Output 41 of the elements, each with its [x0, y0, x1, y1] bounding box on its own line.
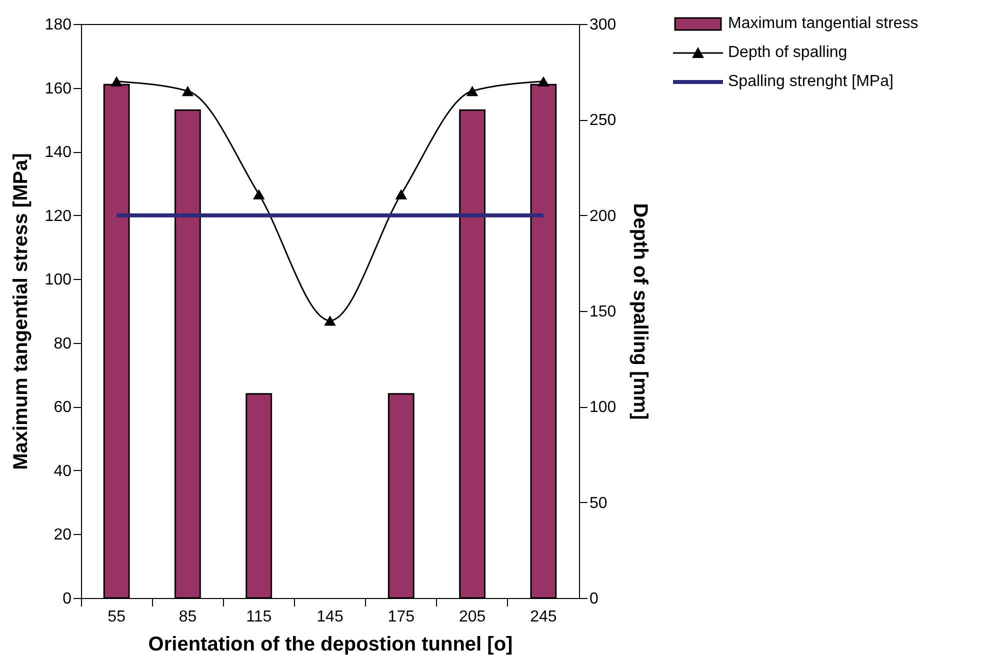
point	[252, 189, 265, 200]
legend-label: Depth of spalling	[728, 44, 848, 62]
y2-tick-label: 0	[590, 590, 598, 608]
x-axis-title: Orientation of the depostion tunnel [o]	[148, 634, 513, 656]
legend-label: Maximum tangential stress	[728, 15, 918, 33]
y-tick-label: 160	[44, 80, 72, 98]
x-tick-label: 245	[530, 608, 557, 626]
point	[324, 315, 336, 326]
y-axis-title: Maximum tangential stress [MPa]	[10, 153, 32, 470]
y2-tick-label: 300	[590, 16, 616, 34]
y-tick-label: 120	[44, 208, 72, 225]
y-tick-label: 140	[44, 144, 72, 162]
bar	[246, 393, 272, 599]
point	[466, 86, 478, 96]
y-tick-label: 20	[54, 526, 72, 544]
y2-tick-label: 200	[590, 208, 616, 225]
y2-tick-label: 50	[590, 494, 608, 512]
y-tick-label: 0	[62, 590, 72, 608]
y2-axis-title: Depth of spalling [mm]	[629, 203, 652, 420]
y-tick-label: 100	[44, 272, 72, 289]
x-tick-label: 85	[178, 608, 197, 626]
x-tick-label: 115	[246, 608, 272, 626]
x-tick-label: 55	[108, 608, 126, 626]
y-tick-label: 40	[54, 462, 72, 480]
y2-tick-label: 250	[590, 112, 616, 130]
y-tick-label: 180	[44, 16, 72, 34]
y2-tick-label: 100	[590, 399, 616, 416]
legend-label: Spalling strenght [MPa]	[728, 73, 894, 91]
point	[538, 76, 550, 87]
point	[110, 76, 122, 87]
x-tick-label: 145	[316, 608, 344, 626]
bar	[459, 109, 486, 599]
x-tick-label: 205	[458, 608, 486, 626]
point	[395, 189, 408, 200]
x-tick-label: 175	[388, 608, 415, 626]
y-tick-label: 60	[54, 399, 72, 416]
bar	[388, 393, 414, 599]
point	[182, 86, 194, 96]
y2-tick-label: 150	[590, 304, 616, 320]
y-tick-label: 80	[54, 335, 72, 352]
bar	[174, 109, 201, 599]
